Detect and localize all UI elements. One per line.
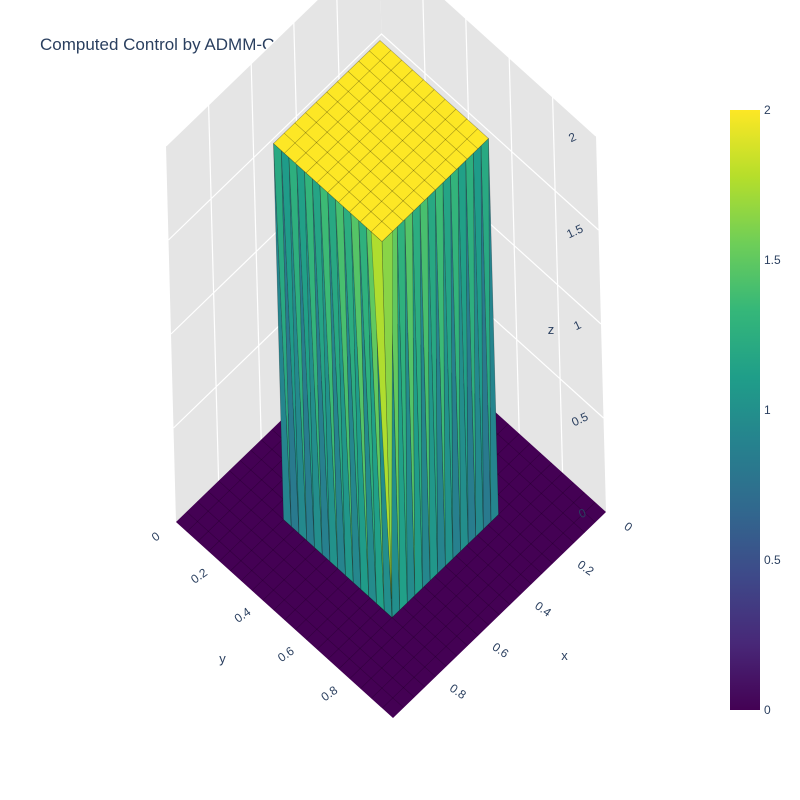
surface-side-facet <box>404 219 416 604</box>
top-mesh-line <box>338 99 446 203</box>
y-tick-label: 0 <box>149 529 163 544</box>
gridline <box>165 0 597 147</box>
floor-mesh-line <box>381 501 596 709</box>
surface-side-facet <box>442 174 454 559</box>
top-mesh-line <box>316 79 424 183</box>
surface-top <box>273 40 489 242</box>
top-mesh-line <box>327 89 435 193</box>
top-mesh-line <box>337 81 447 180</box>
top-mesh-line <box>284 50 392 154</box>
surface-side-facet <box>450 175 461 560</box>
y-axis-title: y <box>219 651 226 666</box>
top-mesh-line <box>305 112 415 211</box>
x-tick-label: 0.2 <box>575 557 597 578</box>
surface-side-facet <box>434 189 446 575</box>
floor-mesh-line <box>229 470 447 667</box>
colorbar-tick-label: 0 <box>764 703 771 717</box>
top-mesh-line <box>358 60 468 160</box>
top-mesh-line <box>360 118 468 223</box>
floor-mesh-line <box>207 490 426 688</box>
colorbar-tick-label: 2 <box>764 103 771 117</box>
x-axis-title: x <box>561 648 568 663</box>
floor-mesh-line <box>371 492 585 699</box>
surface-side-facet <box>419 204 431 589</box>
colorbar: 0 0.5 1 1.5 2 <box>730 103 781 717</box>
surface-side-facet <box>465 152 477 537</box>
y-tick-label: 0.2 <box>188 565 210 586</box>
top-mesh-line <box>369 50 479 150</box>
floor-mesh-line <box>197 501 415 698</box>
colorbar-tick-label: 1 <box>764 403 771 417</box>
y-tick-label: 0.4 <box>232 604 254 625</box>
top-mesh-line <box>347 71 457 170</box>
surface-side-facet <box>488 138 499 523</box>
floor-mesh-line <box>349 472 563 680</box>
floor-mesh-line <box>186 511 404 708</box>
top-mesh-line <box>283 132 393 232</box>
floor-mesh-line <box>360 482 574 689</box>
top-mesh-line <box>294 59 402 164</box>
z-axis-title: z <box>548 322 555 337</box>
y-tick-label: 0.8 <box>318 683 340 704</box>
top-mesh-line <box>294 122 404 222</box>
z-tick-label: 0.5 <box>569 409 590 429</box>
surface-side-facet <box>465 160 477 545</box>
colorbar-tick-label: 0.5 <box>764 553 781 567</box>
x-tick-label: 0 <box>622 519 636 534</box>
floor-mesh-line <box>218 480 436 678</box>
top-mesh-line <box>326 91 436 191</box>
x-tick-label: 0.8 <box>447 681 469 702</box>
top-mesh-line <box>370 128 478 232</box>
colorbar-bar <box>730 110 760 710</box>
colorbar-tick-label: 1.5 <box>764 253 781 267</box>
top-mesh-line <box>305 69 413 174</box>
surface-side-facet <box>396 226 408 611</box>
y-tick-label: 0.6 <box>275 644 297 665</box>
surface-corner-facet <box>370 230 392 599</box>
x-tick-label: 0.4 <box>532 599 554 620</box>
top-mesh-line <box>315 102 425 201</box>
z-tick-label: 1.5 <box>564 221 585 241</box>
gridline <box>168 33 599 241</box>
x-tick-label: 0.6 <box>490 640 512 661</box>
surface-side-facet <box>450 167 461 552</box>
top-mesh-line <box>349 108 457 213</box>
